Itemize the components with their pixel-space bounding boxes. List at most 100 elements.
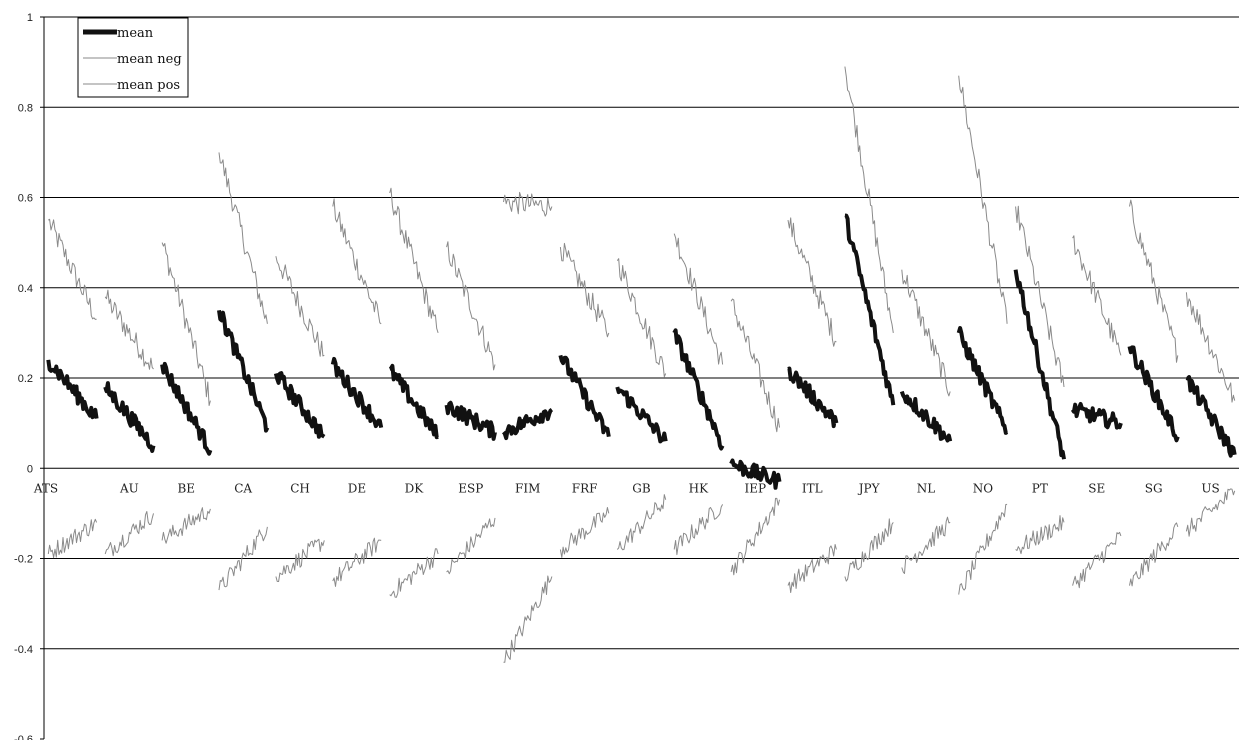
mean-neg-line	[559, 507, 610, 558]
legend: mean mean neg mean pos	[77, 17, 189, 98]
y-tick-label: 0.4	[18, 283, 33, 295]
mean-neg-line	[275, 538, 325, 582]
mean-neg-line	[332, 537, 382, 587]
mean-pos-line	[901, 269, 951, 397]
category-label: JPY	[857, 481, 881, 495]
mean-line	[273, 371, 326, 439]
mean-pos-line	[1072, 235, 1122, 356]
category-label: SE	[1088, 481, 1105, 495]
mean-neg-line	[446, 517, 496, 575]
mean-pos-line	[275, 256, 325, 357]
mean-pos-line	[958, 75, 1008, 324]
category-label: PT	[1032, 481, 1048, 495]
mean-pos-line	[787, 217, 837, 347]
series-mean	[46, 213, 1237, 490]
mean-line	[217, 310, 270, 433]
mean-neg-line	[673, 504, 724, 556]
legend-mean-pos-label: mean pos	[117, 78, 180, 93]
mean-pos-line	[673, 233, 724, 365]
mean-line	[103, 381, 156, 453]
mean-line	[899, 390, 953, 443]
mean-pos-line	[616, 258, 667, 378]
mean-line	[558, 354, 611, 438]
mean-line	[787, 366, 839, 429]
category-label: FIM	[515, 481, 540, 495]
y-tick-label: 0	[27, 463, 33, 475]
mean-line	[1070, 402, 1123, 430]
category-label: CA	[234, 481, 252, 495]
mean-line	[672, 328, 725, 451]
mean-line	[1127, 345, 1180, 443]
mean-line	[615, 386, 668, 444]
mean-neg-line	[901, 516, 951, 574]
mean-neg-line	[389, 548, 439, 598]
mean-pos-line	[1129, 199, 1179, 363]
mean-line	[844, 213, 896, 406]
mean-pos-line	[104, 289, 154, 370]
mean-pos-line	[161, 242, 211, 406]
mean-neg-line	[1015, 515, 1065, 555]
category-labels: ATS AU BE CA CH DE DK ESP FIM FRF GB HK IEP ITL JPY NL N…	[33, 481, 1220, 495]
mean-neg-line	[104, 511, 154, 557]
category-label: SG	[1145, 481, 1163, 495]
series-mean-neg	[47, 488, 1236, 663]
legend-mean-neg-label: mean neg	[117, 52, 182, 67]
mean-line	[501, 407, 554, 441]
mean-pos-line	[1185, 292, 1236, 403]
mean-neg-line	[161, 507, 211, 544]
mean-neg-line	[844, 518, 894, 582]
mean-line	[388, 363, 439, 440]
mean-pos-line	[503, 191, 553, 217]
mean-pos-line	[332, 198, 382, 325]
mean-neg-line	[730, 497, 780, 576]
category-label: AU	[119, 481, 139, 495]
mean-line	[1013, 269, 1066, 460]
mean-pos-line	[446, 241, 496, 371]
y-tick-label: 0.2	[18, 373, 33, 385]
category-label: DK	[405, 481, 425, 495]
mean-pos-line	[218, 152, 268, 324]
category-label: CH	[290, 481, 310, 495]
category-label: NL	[917, 481, 936, 495]
y-tick-label: -0.4	[14, 644, 33, 656]
category-label: HK	[689, 481, 709, 495]
mean-neg-line	[218, 526, 268, 591]
mean-pos-line	[1015, 205, 1065, 388]
series-mean-pos	[48, 66, 1236, 433]
y-tick-label: -0.6	[14, 734, 33, 740]
mean-pos-line	[844, 66, 894, 333]
y-tick-label: 0.8	[18, 102, 33, 114]
category-label: FRF	[572, 481, 598, 495]
mean-line	[729, 458, 782, 490]
mean-neg-line	[1072, 531, 1122, 589]
mean-line	[160, 361, 213, 456]
mean-neg-line	[1185, 488, 1236, 537]
category-label: BE	[177, 481, 195, 495]
mean-line	[46, 359, 99, 420]
y-tick-label: 1	[27, 12, 33, 24]
y-axis-ticks: 1 0.8 0.6 0.4 0.2 0 -0.2 -0.4 -0.6	[14, 12, 44, 740]
mean-line	[444, 400, 497, 441]
mean-pos-line	[730, 298, 780, 433]
category-label: ATS	[33, 481, 58, 495]
legend-mean-label: mean	[117, 26, 154, 41]
mean-pos-line	[389, 187, 439, 334]
mean-neg-line	[616, 494, 667, 551]
mean-line	[1185, 375, 1237, 458]
mean-line	[956, 326, 1009, 435]
mean-line	[330, 356, 384, 429]
category-label: NO	[973, 481, 994, 495]
mean-neg-line	[47, 518, 98, 559]
mean-neg-line	[787, 544, 837, 593]
y-tick-label: 0.6	[18, 193, 33, 205]
mean-pos-line	[559, 242, 610, 338]
category-label: DE	[348, 481, 366, 495]
mean-neg-line	[503, 575, 553, 663]
category-label: GB	[632, 481, 651, 495]
category-label: US	[1201, 481, 1219, 495]
mean-neg-line	[1129, 522, 1179, 587]
category-label: IEP	[745, 481, 767, 495]
category-label: ITL	[802, 481, 823, 495]
